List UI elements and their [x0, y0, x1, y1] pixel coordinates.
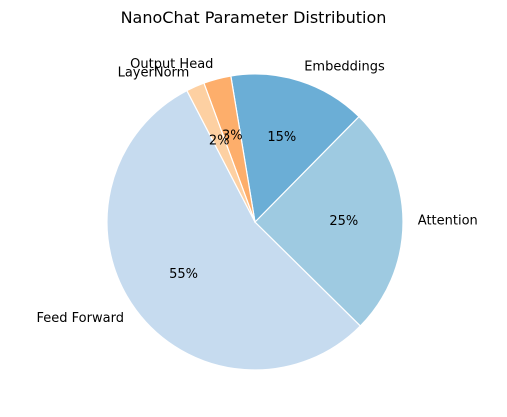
- pct-label-output-head: 3%: [222, 129, 243, 144]
- slice-label-output-head: Output Head: [130, 57, 213, 72]
- slice-label-layernorm: LayerNorm: [118, 66, 190, 81]
- slice-label-attention: Attention: [418, 213, 478, 228]
- pie-slice-feed-forward: [106, 89, 362, 371]
- slice-label-feed-forward: Feed Forward: [37, 311, 124, 326]
- pct-label-feed-forward: 55%: [169, 267, 198, 282]
- pct-label-layernorm: 2%: [209, 133, 230, 148]
- pie-slice-embeddings: [230, 73, 360, 224]
- pct-label-attention: 25%: [329, 214, 358, 229]
- pie-slice-attention: [254, 115, 404, 327]
- slice-label-embeddings: Embeddings: [304, 59, 385, 74]
- pct-label-embeddings: 15%: [267, 130, 296, 145]
- pie-slice-layernorm: [186, 82, 256, 223]
- chart-title: NanoChat Parameter Distribution: [120, 8, 387, 27]
